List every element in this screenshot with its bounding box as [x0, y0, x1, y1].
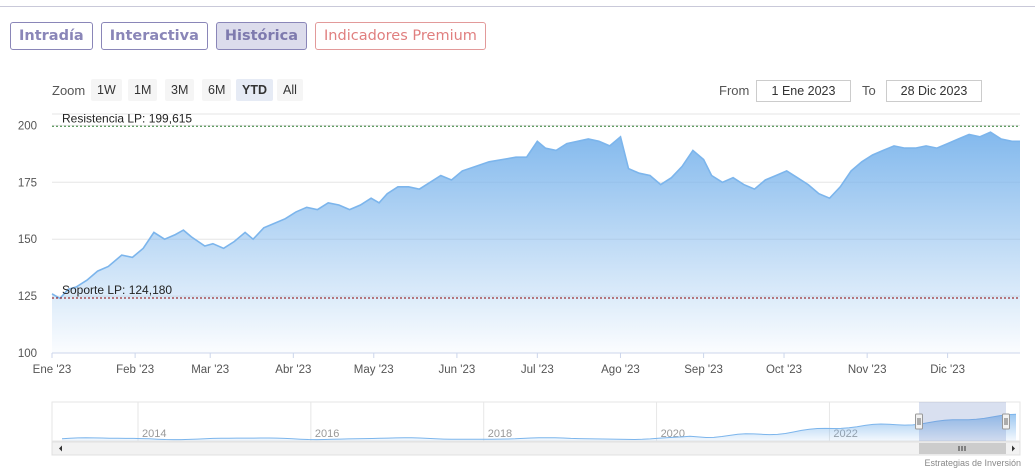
- zoom-ytd-button[interactable]: YTD: [236, 79, 273, 101]
- y-tick-label: 150: [18, 234, 37, 246]
- price-line: [51, 131, 1020, 300]
- x-tick-label: Mar '23: [191, 364, 229, 376]
- navigator-tick-label: 2018: [488, 428, 512, 440]
- support-label: Soporte LP: 124,180: [62, 283, 172, 297]
- zoom-6m-button[interactable]: 6M: [202, 79, 232, 101]
- price-series: [51, 131, 1020, 353]
- tab-indicadores-premium[interactable]: Indicadores Premium: [315, 22, 486, 50]
- y-tick-label: 175: [18, 177, 37, 189]
- y-tick-label: 200: [18, 120, 37, 132]
- from-date-input[interactable]: 1 Ene 2023: [756, 80, 851, 102]
- x-tick-label: Ago '23: [601, 364, 640, 376]
- zoom-1w-button[interactable]: 1W: [91, 79, 122, 101]
- y-tick-label: 100: [18, 348, 37, 360]
- price-area: [52, 132, 1020, 353]
- credit-label: Estrategias de Inversión: [924, 458, 1021, 468]
- navigator-tick-label: 2014: [142, 428, 166, 440]
- x-tick-label: May '23: [354, 364, 394, 376]
- y-axis: 100 125 150 175 200: [18, 120, 37, 360]
- x-axis: Ene '23 Feb '23 Mar '23 Abr '23 May '23 Jun '…: [33, 352, 1020, 376]
- scrollbar-track: [51, 441, 1021, 456]
- to-date-input[interactable]: 28 Dic 2023: [886, 80, 982, 102]
- navigator-left-handle[interactable]: [915, 413, 923, 430]
- x-tick-label: Nov '23: [848, 364, 887, 376]
- zoom-3m-button[interactable]: 3M: [165, 79, 195, 101]
- x-tick-label: Jul '23: [521, 364, 554, 376]
- navigator-tick-label: 2016: [315, 428, 339, 440]
- navigator-area: [62, 414, 1016, 441]
- navigator-right-handle[interactable]: [1002, 413, 1010, 430]
- navigator[interactable]: 20142016201820202022: [51, 401, 1021, 456]
- zoom-label: Zoom: [52, 83, 86, 98]
- tab-intradia[interactable]: Intradía: [10, 22, 93, 50]
- scroll-right-arrow-icon[interactable]: [1012, 445, 1015, 452]
- annotations: Resistencia LP: 199,615 Soporte LP: 124,1…: [52, 111, 1020, 299]
- zoom-1m-button[interactable]: 1M: [128, 79, 158, 101]
- x-tick-label: Ene '23: [33, 364, 72, 376]
- from-label: From: [719, 83, 750, 98]
- scroll-left-arrow-icon[interactable]: [59, 445, 62, 452]
- x-tick-label: Abr '23: [275, 364, 311, 376]
- x-tick-label: Dic '23: [930, 364, 965, 376]
- chart-tabs: Intradía Interactiva Histórica Indicador…: [10, 22, 486, 50]
- to-label: To: [862, 83, 876, 98]
- navigator-selection[interactable]: [919, 402, 1006, 441]
- x-tick-label: Sep '23: [684, 364, 723, 376]
- resistance-label: Resistencia LP: 199,615: [62, 111, 192, 125]
- x-tick-label: Jun '23: [439, 364, 476, 376]
- navigator-line: [61, 413, 1017, 441]
- x-tick-label: Feb '23: [116, 364, 154, 376]
- tab-interactiva[interactable]: Interactiva: [100, 22, 208, 50]
- y-tick-label: 125: [18, 291, 37, 303]
- top-divider: [0, 6, 1035, 7]
- zoom-all-button[interactable]: All: [277, 79, 303, 101]
- x-tick-label: Oct '23: [766, 364, 802, 376]
- tab-historica[interactable]: Histórica: [215, 22, 308, 50]
